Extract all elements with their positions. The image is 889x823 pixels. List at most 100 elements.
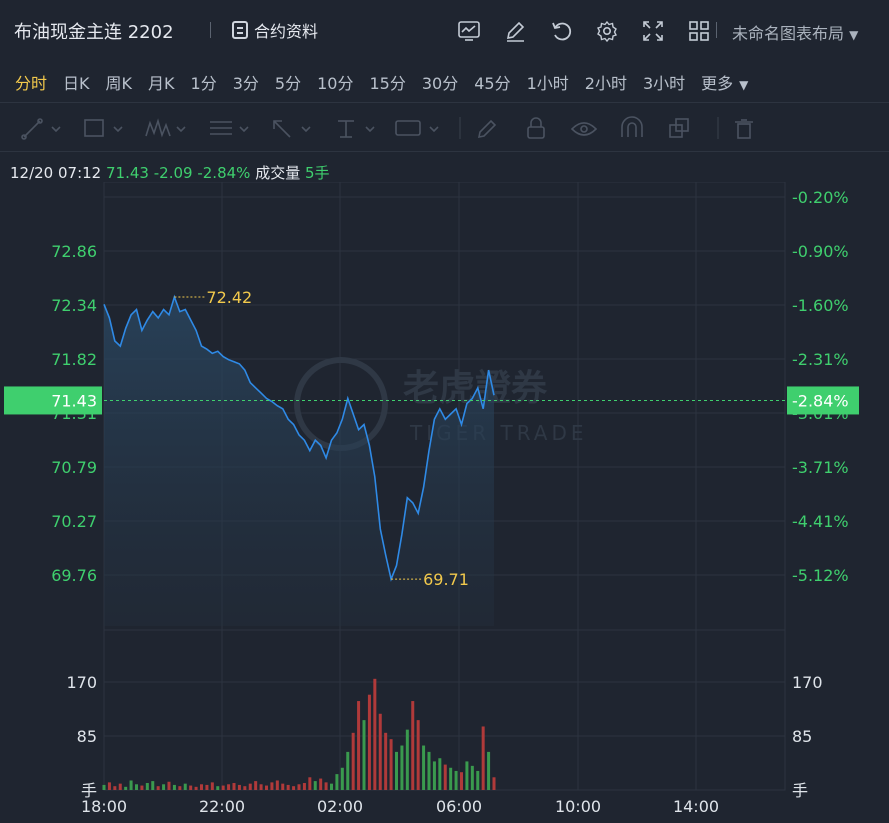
tab-9[interactable]: 30分 bbox=[421, 74, 459, 93]
tab-13[interactable]: 3小时 bbox=[642, 74, 686, 93]
eye-icon[interactable] bbox=[570, 122, 598, 136]
high-label: 72.42 bbox=[206, 288, 252, 307]
volume-bar bbox=[221, 785, 225, 790]
layout-dropdown[interactable]: 未命名图表布局 ▼ bbox=[732, 20, 858, 44]
low-label: 69.71 bbox=[423, 570, 469, 589]
volume-bar bbox=[162, 784, 166, 790]
chevron-down-icon[interactable] bbox=[365, 126, 375, 133]
volume-bar bbox=[281, 783, 285, 790]
volume-bar bbox=[481, 726, 485, 790]
volume-bar bbox=[135, 784, 138, 790]
trash-icon[interactable] bbox=[735, 119, 753, 139]
volume-bar bbox=[167, 781, 171, 790]
volume-bar bbox=[432, 761, 436, 790]
period-tabs: 分时 日K 周K 月K 1分 3分 5分 10分 15分 30分 45分 1小时 2小时 3小时 更多 ▼ bbox=[0, 62, 889, 102]
tab-10[interactable]: 45分 bbox=[474, 74, 511, 93]
tab-14[interactable]: 更多 ▼ bbox=[701, 74, 749, 93]
pencil-icon[interactable] bbox=[477, 119, 497, 139]
magnet-icon[interactable] bbox=[621, 116, 643, 137]
volume-bar bbox=[351, 732, 355, 790]
volume-value: 5手 bbox=[305, 164, 330, 182]
volume-bar bbox=[194, 786, 198, 790]
pct-tick-label: -5.12% bbox=[792, 566, 849, 585]
volume-bar bbox=[118, 783, 122, 790]
caret-down-icon: ▼ bbox=[849, 28, 859, 42]
volume-bar bbox=[411, 701, 415, 790]
price-tick-label: 70.27 bbox=[51, 512, 97, 531]
volume-bar bbox=[443, 764, 447, 790]
chevron-down-icon[interactable] bbox=[239, 126, 249, 133]
gear-icon[interactable] bbox=[584, 18, 630, 44]
edit-icon[interactable] bbox=[492, 18, 538, 44]
arrow-icon[interactable] bbox=[273, 120, 291, 138]
rectangle-icon[interactable] bbox=[84, 119, 104, 137]
quote-price: 71.43 bbox=[106, 164, 149, 182]
volume-bar bbox=[216, 786, 220, 790]
price-tick-label: 70.79 bbox=[51, 458, 97, 477]
volume-bar bbox=[384, 732, 388, 790]
lock-icon[interactable] bbox=[527, 117, 545, 139]
price-area bbox=[104, 297, 494, 626]
chevron-down-icon[interactable] bbox=[429, 126, 439, 133]
tab-11[interactable]: 1小时 bbox=[526, 74, 569, 93]
tab-4[interactable]: 1分 bbox=[190, 74, 217, 93]
current-pct-badge-text: -2.84% bbox=[792, 391, 849, 410]
volume-bar bbox=[492, 777, 496, 790]
volume-bar bbox=[335, 774, 339, 790]
trend-line-icon[interactable] bbox=[21, 118, 43, 140]
volume-bar bbox=[405, 729, 409, 790]
current-price-badge-text: 71.43 bbox=[51, 391, 97, 410]
number-tool-icon[interactable] bbox=[395, 120, 421, 136]
volume-bar bbox=[189, 785, 193, 790]
volume-bar bbox=[389, 739, 393, 790]
contract-info-label: 合约资料 bbox=[254, 22, 319, 41]
volume-bar bbox=[346, 751, 350, 790]
chevron-down-icon[interactable] bbox=[51, 126, 61, 133]
volume-bar bbox=[330, 783, 333, 790]
header-separator bbox=[716, 22, 717, 38]
volume-bar bbox=[449, 767, 453, 790]
grid-icon[interactable] bbox=[676, 18, 722, 44]
volume-bar bbox=[200, 784, 203, 790]
current-pct-badge bbox=[787, 386, 859, 415]
time-tick-label: 06:00 bbox=[436, 797, 482, 816]
tab-1[interactable]: 日K bbox=[63, 74, 90, 93]
tab-2[interactable]: 周K bbox=[105, 74, 133, 93]
tab-8[interactable]: 15分 bbox=[369, 74, 406, 93]
expand-icon[interactable] bbox=[630, 18, 676, 44]
volume-bar bbox=[227, 784, 231, 790]
chevron-down-icon[interactable] bbox=[301, 126, 311, 133]
tab-7[interactable]: 10分 bbox=[317, 74, 354, 93]
volume-bar bbox=[438, 758, 442, 790]
fibonacci-icon[interactable] bbox=[210, 121, 232, 135]
volume-bar bbox=[129, 780, 133, 790]
chevron-down-icon[interactable] bbox=[176, 126, 186, 133]
refresh-icon[interactable] bbox=[538, 18, 584, 44]
volume-tick-right: 170 bbox=[792, 673, 823, 692]
volume-bar bbox=[313, 781, 317, 790]
tab-5[interactable]: 3分 bbox=[232, 74, 259, 93]
time-tick-label: 18:00 bbox=[81, 797, 127, 816]
tab-3[interactable]: 月K bbox=[148, 74, 175, 93]
tab-0[interactable]: 分时 bbox=[15, 74, 48, 93]
volume-bar bbox=[265, 785, 268, 790]
tab-12[interactable]: 2小时 bbox=[584, 74, 627, 93]
text-tool-icon[interactable] bbox=[338, 120, 354, 138]
pct-tick-label: -3.71% bbox=[792, 458, 849, 477]
layout-label: 未命名图表布局 bbox=[732, 24, 845, 43]
contract-info-button[interactable]: 合约资料 bbox=[232, 18, 318, 42]
volume-label: 成交量 bbox=[255, 164, 301, 182]
pct-tick-label: -2.31% bbox=[792, 350, 849, 369]
price-tick-label: 72.34 bbox=[51, 296, 97, 315]
volume-bar bbox=[470, 765, 474, 790]
layers-icon[interactable] bbox=[669, 118, 689, 138]
header-bar: 布油现金主连 2202 合约资料 bbox=[0, 0, 889, 62]
chart-icon[interactable] bbox=[446, 18, 492, 44]
tab-6[interactable]: 5分 bbox=[274, 74, 302, 93]
wave-icon[interactable] bbox=[145, 118, 171, 138]
chevron-down-icon[interactable] bbox=[113, 126, 123, 133]
volume-bar bbox=[340, 767, 344, 790]
volume-bar bbox=[286, 784, 290, 790]
volume-bar bbox=[254, 781, 258, 790]
